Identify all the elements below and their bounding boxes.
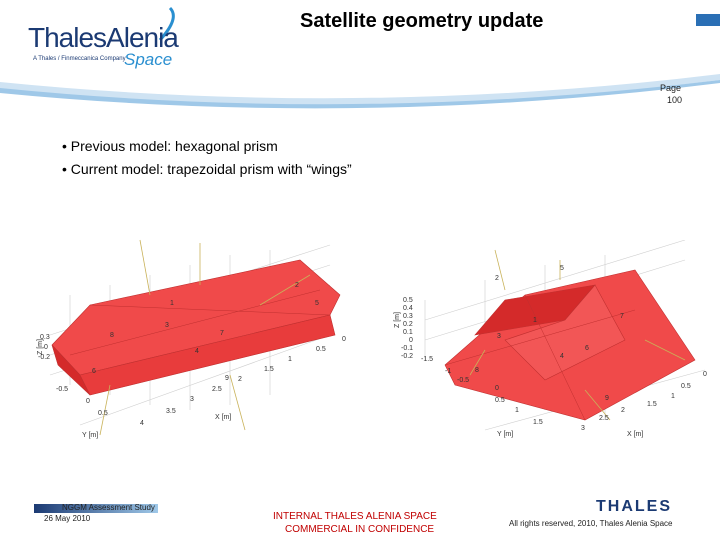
left-face-label: 8 xyxy=(110,332,114,339)
logo-main: ThalesAlenia xyxy=(28,22,179,53)
right-z-tick: -0.2 xyxy=(401,353,413,360)
right-x-tick: 2.5 xyxy=(599,415,609,422)
left-x-tick: 2.5 xyxy=(212,386,222,393)
left-x-ticks: 0 0.5 1 1.5 2 2.5 3 3.5 4 xyxy=(140,336,346,427)
left-face-label: 6 xyxy=(92,368,96,375)
left-face-label: 2 xyxy=(295,282,299,289)
bullet-current-model: • Current model: trapezoidal prism with … xyxy=(62,161,352,177)
corner-bar xyxy=(696,14,720,26)
left-hex-prism xyxy=(51,259,341,396)
right-prism-plot: 1 2 3 4 5 6 7 8 9 0.5 0.4 0.3 0.2 0.1 0 … xyxy=(394,240,707,438)
right-z-tick: 0.1 xyxy=(403,329,413,336)
left-z-tick: -0.2 xyxy=(38,354,50,361)
right-x-ticks: 0 0.5 1 1.5 2 2.5 3 xyxy=(581,371,707,432)
right-z-axis-label: Z [m] xyxy=(394,312,401,328)
right-z-ticks: 0.5 0.4 0.3 0.2 0.1 0 -0.1 -0.2 xyxy=(401,297,413,360)
left-face-label: 5 xyxy=(315,300,319,307)
left-x-tick: 3 xyxy=(190,396,194,403)
left-x-tick: 1.5 xyxy=(264,366,274,373)
page-label: Page xyxy=(660,83,682,93)
right-y-tick: 0.5 xyxy=(495,397,505,404)
left-x-axis-label: X [m] xyxy=(215,414,231,421)
left-y-tick: 0 xyxy=(86,398,90,405)
right-trapezoid-prism xyxy=(444,269,696,421)
left-x-tick: 0.5 xyxy=(316,346,326,353)
left-x-tick: 3.5 xyxy=(166,408,176,415)
right-face-label: 5 xyxy=(560,265,564,272)
right-x-tick: 3 xyxy=(581,425,585,432)
footer-date: 26 May 2010 xyxy=(44,514,91,523)
right-z-tick: 0.5 xyxy=(403,297,413,304)
left-face-label: 3 xyxy=(165,322,169,329)
logo-space: Space xyxy=(124,50,173,69)
right-face-label: 8 xyxy=(475,367,479,374)
left-y-axis-label: Y [m] xyxy=(82,432,98,439)
right-face-label: 6 xyxy=(585,345,589,352)
left-face-label: 9 xyxy=(225,375,229,382)
right-x-tick: 0 xyxy=(703,371,707,378)
left-z-tick: 0.3 xyxy=(40,334,50,341)
right-face-label: 9 xyxy=(605,395,609,402)
footer-rights: All rights reserved, 2010, Thales Alenia… xyxy=(509,519,673,528)
right-y-tick: 0 xyxy=(495,385,499,392)
left-y-tick: -0.5 xyxy=(56,386,68,393)
right-y-tick: -0.5 xyxy=(457,377,469,384)
right-x-tick: 0.5 xyxy=(681,383,691,390)
right-x-tick: 1 xyxy=(671,393,675,400)
right-face-label: 1 xyxy=(533,317,537,324)
left-z-tick: 0 xyxy=(44,344,48,351)
right-z-tick: 0.4 xyxy=(403,305,413,312)
right-y-tick: -1 xyxy=(445,368,451,375)
left-x-tick: 1 xyxy=(288,356,292,363)
right-face-labels: 1 2 3 4 5 6 7 8 9 xyxy=(475,265,624,402)
right-face-label: 2 xyxy=(495,275,499,282)
right-z-tick: 0.2 xyxy=(403,321,413,328)
right-normals xyxy=(469,249,686,421)
right-face-label: 4 xyxy=(560,353,564,360)
footer-study: NGGM Assessment Study xyxy=(62,503,155,512)
right-y-axis-label: Y [m] xyxy=(497,431,513,438)
page-number: 100 xyxy=(667,95,683,105)
left-face-label: 1 xyxy=(170,300,174,307)
header-swoosh xyxy=(0,6,720,109)
left-x-tick: 4 xyxy=(140,420,144,427)
left-y-ticks: -0.5 0 0.5 xyxy=(56,386,108,417)
bullet-previous-model: • Previous model: hexagonal prism xyxy=(62,138,278,154)
right-y-tick: 1 xyxy=(515,407,519,414)
right-z-tick: 0 xyxy=(409,337,413,344)
left-face-label: 7 xyxy=(220,330,224,337)
left-z-axis-label: Z [m] xyxy=(37,339,44,355)
left-y-tick: 0.5 xyxy=(98,410,108,417)
left-normals xyxy=(99,239,311,436)
left-face-label: 4 xyxy=(195,348,199,355)
right-x-tick: 2 xyxy=(621,407,625,414)
right-y-ticks: -1.5 -1 -0.5 0 0.5 1 1.5 xyxy=(421,356,543,426)
right-face-label: 7 xyxy=(620,313,624,320)
confidential-line-2: COMMERCIAL IN CONFIDENCE xyxy=(285,524,435,535)
right-y-tick: 1.5 xyxy=(533,419,543,426)
thales-logo: THALES xyxy=(596,498,672,515)
right-y-tick: -1.5 xyxy=(421,356,433,363)
left-face-labels: 1 2 3 4 5 6 7 8 9 xyxy=(92,282,319,382)
page-title: Satellite geometry update xyxy=(300,10,544,32)
left-prism-plot: 1 2 3 4 5 6 7 8 9 0.3 0 -0.2 Z [m] -0.5 … xyxy=(37,239,346,439)
confidential-line-1: INTERNAL THALES ALENIA SPACE xyxy=(273,511,437,522)
right-x-axis-label: X [m] xyxy=(627,431,643,438)
right-z-tick: -0.1 xyxy=(401,345,413,352)
left-z-ticks: 0.3 0 -0.2 xyxy=(38,334,50,361)
left-x-tick: 2 xyxy=(238,376,242,383)
left-x-tick: 0 xyxy=(342,336,346,343)
footer-study-bar xyxy=(34,504,158,513)
right-x-tick: 1.5 xyxy=(647,401,657,408)
logo-subtitle: A Thales / Finmeccanica Company xyxy=(33,56,126,62)
right-z-tick: 0.3 xyxy=(403,313,413,320)
right-face-label: 3 xyxy=(497,333,501,340)
